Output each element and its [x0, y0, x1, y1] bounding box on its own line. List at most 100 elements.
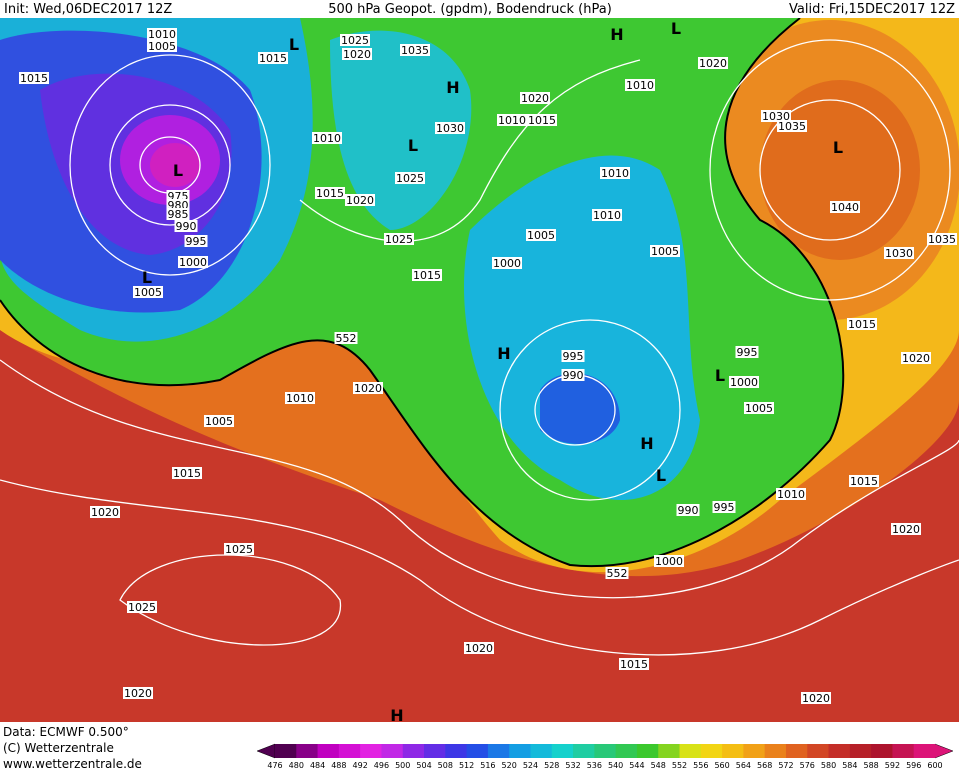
pressure-center: L [671, 19, 681, 38]
field-ridge-core [760, 80, 920, 260]
colorbar-segment [509, 744, 531, 758]
isobar-label-bg [520, 92, 550, 104]
isobar-label: 1015 [848, 318, 876, 331]
colorbar-segment [381, 744, 404, 758]
isobar-label: 1030 [885, 247, 913, 260]
isobar-label-bg [526, 229, 556, 241]
isobar-label-bg [884, 247, 914, 259]
isobar-label-bg [830, 201, 860, 213]
pressure-center: L [142, 268, 152, 287]
isobar-label-bg [166, 208, 190, 220]
colorbar-segment [551, 744, 574, 758]
isobar-label-bg [891, 523, 921, 535]
isobar-label-bg [204, 415, 234, 427]
pressure-center: H [390, 706, 403, 725]
colorbar-label: 564 [736, 761, 751, 770]
colorbar-label: 572 [778, 761, 793, 770]
isobar-label-bg [497, 114, 527, 126]
pressure-center: H [497, 344, 510, 363]
contour-552 [0, 17, 845, 568]
isobar-label: 1035 [928, 233, 956, 246]
colorbar-label: 532 [565, 761, 580, 770]
colorbar-label: 544 [629, 761, 644, 770]
isobar-label: 995 [714, 501, 735, 514]
colorbar-label: 588 [863, 761, 878, 770]
isobar-label-bg [224, 543, 254, 555]
isobar-label: 1005 [205, 415, 233, 428]
isobar-label: 1020 [343, 48, 371, 61]
isobar-label: 1020 [354, 382, 382, 395]
isobar-label: 1020 [902, 352, 930, 365]
colorbar-label: 580 [821, 761, 836, 770]
colorbar-segment [849, 744, 872, 758]
isobar-label-bg [312, 132, 342, 144]
isobar-label-bg [90, 506, 120, 518]
isobar-label: 1020 [124, 687, 152, 700]
colorbar-segment [658, 744, 681, 758]
isobar-label: 1010 [601, 167, 629, 180]
isobar-label: 1000 [730, 376, 758, 389]
field-magenta-core [150, 143, 200, 187]
isobar-label: 1005 [134, 286, 162, 299]
isobar-label-bg [650, 245, 680, 257]
isobar-label-bg [735, 346, 759, 358]
isobar-label: 985 [168, 208, 189, 221]
init-time: Init: Wed,06DEC2017 12Z [4, 2, 172, 17]
isobar [299, 59, 641, 242]
isobar-label: 1020 [346, 194, 374, 207]
isobar-label-bg [184, 235, 208, 247]
isobar-label: 1030 [762, 110, 790, 123]
colorbar: 476 480 484 488 492 496 500 504 508 512 516 520 524 5… [256, 743, 954, 770]
colorbar-label: 568 [757, 761, 772, 770]
isobar-label-bg [625, 79, 655, 91]
colorbar-segment [338, 744, 361, 758]
isobar-label: 1025 [385, 233, 413, 246]
isobar-label-bg [172, 467, 202, 479]
colorbar-segment [466, 744, 489, 758]
isobar-label: 1010 [593, 209, 621, 222]
isobar-label: 1015 [413, 269, 441, 282]
isobar-label-bg [712, 501, 736, 513]
colorbar-segment [743, 744, 766, 758]
isobar-label-bg [729, 376, 759, 388]
colorbar-label: 476 [267, 761, 282, 770]
isobar-label-bg [801, 692, 831, 704]
colorbar-segment [700, 744, 723, 758]
colorbar-label: 600 [927, 761, 942, 770]
isobar-label-bg [285, 392, 315, 404]
isobar-label: 995 [737, 346, 758, 359]
colorbar-label: 552 [672, 761, 687, 770]
isobar-label: 1005 [527, 229, 555, 242]
isobar-label: 1020 [521, 92, 549, 105]
isobar [69, 54, 271, 276]
isobar-label: 1005 [148, 40, 176, 53]
copyright: (C) Wetterzentrale [3, 741, 114, 755]
isobar-label: 1025 [128, 601, 156, 614]
isobar-label: 1025 [396, 172, 424, 185]
colorbar-label: 488 [331, 761, 346, 770]
isobar-label-bg [776, 488, 806, 500]
isobar-label: 1015 [173, 467, 201, 480]
isobar-label: 1015 [316, 187, 344, 200]
isobar-label-bg [412, 269, 442, 281]
isobar-label-bg [395, 172, 425, 184]
isobar-label: 1035 [778, 120, 806, 133]
isobar-label-bg [592, 209, 622, 221]
url: www.wetterzentrale.de [3, 757, 142, 770]
isobar-label-bg [19, 72, 49, 84]
isobar [759, 99, 901, 241]
isobar-label: 1010 [777, 488, 805, 501]
colorbar-label: 596 [906, 761, 921, 770]
colorbar-segment [317, 744, 340, 758]
isobar-label: 1010 [626, 79, 654, 92]
colorbar-segment [275, 744, 297, 758]
colorbar-segment [360, 744, 382, 758]
pressure-center: L [173, 161, 183, 180]
isobar-label: 1000 [493, 257, 521, 270]
colorbar-label: 520 [502, 761, 517, 770]
isobar-label: 1015 [528, 114, 556, 127]
isobar-label: 1005 [745, 402, 773, 415]
colorbar-label: 556 [693, 761, 708, 770]
isobar-label-bg [605, 567, 629, 579]
